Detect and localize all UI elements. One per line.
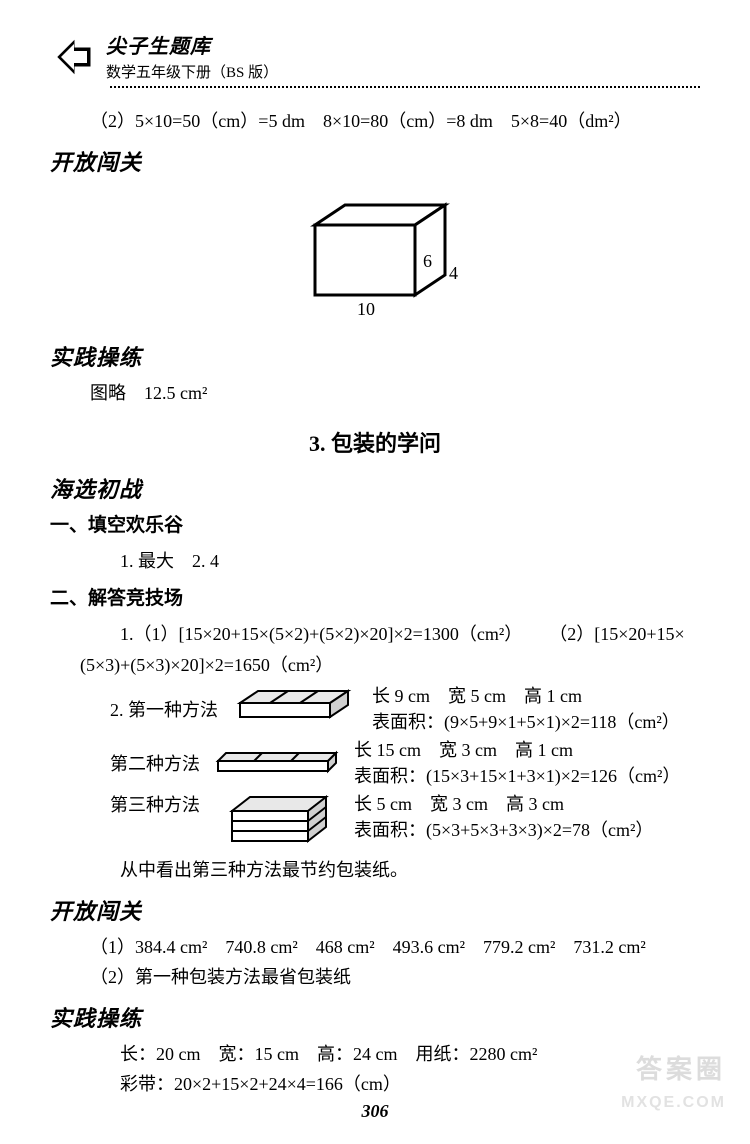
practice-1-answer: 图略 12.5 cm²	[90, 378, 700, 409]
cube-depth: 4	[449, 263, 458, 283]
method-2-text: 长 15 cm 宽 3 cm 高 1 cm 表面积：(15×3+15×1+3×1…	[354, 737, 680, 789]
m2-area: 表面积：(15×3+15×1+3×1)×2=126（cm²）	[354, 763, 680, 789]
m2-dim: 长 15 cm 宽 3 cm 高 1 cm	[354, 737, 680, 763]
section-practice-2: 实践操练	[50, 1001, 700, 1033]
m1-dim: 长 9 cm 宽 5 cm 高 1 cm	[372, 683, 680, 709]
method-3-figure	[212, 791, 342, 853]
dotted-divider	[110, 86, 700, 88]
conclusion: 从中看出第三种方法最节约包装纸。	[120, 855, 700, 886]
section-practice-1: 实践操练	[50, 340, 700, 372]
open2-line-2: （2）第一种包装方法最省包装纸	[90, 962, 700, 993]
book-subtitle: 数学五年级下册（BS 版）	[106, 61, 278, 82]
arrow-icon	[50, 31, 96, 81]
practice2-line-2: 彩带：20×2+15×2+24×4=166（cm）	[120, 1069, 700, 1100]
method-2-figure	[212, 739, 342, 787]
solve-1b: （2）[15×20+15×	[549, 624, 684, 644]
open2-line-1: （1）384.4 cm² 740.8 cm² 468 cm² 493.6 cm²…	[90, 932, 700, 963]
section-preliminary: 海选初战	[50, 472, 700, 504]
m3-area: 表面积：(5×3+5×3+3×3)×2=78（cm²）	[354, 817, 653, 843]
watermark-1: 答案圈	[636, 1049, 726, 1086]
method-3-label: 第三种方法	[110, 791, 200, 817]
section-open-1: 开放闯关	[50, 145, 700, 177]
book-title: 尖子生题库	[106, 30, 278, 59]
method-2-row: 第二种方法 长 15 cm 宽 3 cm 高 1 cm 表面积：(15×3+15…	[110, 737, 700, 789]
page: 尖子生题库 数学五年级下册（BS 版） （2）5×10=50（cm）=5 dm …	[0, 0, 750, 1144]
cube-figure: 6 4 10	[50, 185, 700, 330]
method-3-text: 长 5 cm 宽 3 cm 高 3 cm 表面积：(5×3+5×3+3×3)×2…	[354, 791, 653, 843]
sub-fill: 一、填空欢乐谷	[50, 510, 700, 542]
solve-1c: (5×3)+(5×3)×20]×2=1650（cm²）	[80, 650, 700, 681]
cube-width: 10	[357, 299, 375, 319]
method-1-row: 2. 第一种方法 长 9 cm 宽 5 cm 高 1 cm 表面积：(9×5+9…	[110, 683, 700, 735]
method-1-label: 2. 第一种方法	[110, 696, 218, 722]
m1-area: 表面积：(9×5+9×1+5×1)×2=118（cm²）	[372, 709, 680, 735]
solve-1-row: 1.（1）[15×20+15×(5×2)+(5×2)×20]×2=1300（cm…	[120, 619, 700, 650]
method-1-figure	[230, 685, 360, 733]
method-1-text: 长 9 cm 宽 5 cm 高 1 cm 表面积：(9×5+9×1+5×1)×2…	[372, 683, 680, 735]
title-block: 尖子生题库 数学五年级下册（BS 版）	[106, 30, 278, 82]
sub-solve: 二、解答竞技场	[50, 583, 700, 615]
header-row: 尖子生题库 数学五年级下册（BS 版）	[50, 30, 700, 82]
method-3-row: 第三种方法 长 5 cm 宽 3 cm 高 3 cm 表面积：(5×3+5×3+…	[110, 791, 700, 853]
practice2-line-1: 长：20 cm 宽：15 cm 高：24 cm 用纸：2280 cm²	[120, 1039, 700, 1070]
m3-dim: 长 5 cm 宽 3 cm 高 3 cm	[354, 791, 653, 817]
method-2-label: 第二种方法	[110, 750, 200, 776]
cube-height: 6	[423, 251, 432, 271]
watermark-2: MXQE.COM	[621, 1094, 726, 1112]
solve-1a: 1.（1）[15×20+15×(5×2)+(5×2)×20]×2=1300（cm…	[120, 624, 522, 644]
equation-line-2: （2）5×10=50（cm）=5 dm 8×10=80（cm）=8 dm 5×8…	[90, 106, 700, 137]
fill-answer: 1. 最大 2. 4	[120, 546, 700, 577]
chapter-title: 3. 包装的学问	[50, 426, 700, 458]
section-open-2: 开放闯关	[50, 894, 700, 926]
